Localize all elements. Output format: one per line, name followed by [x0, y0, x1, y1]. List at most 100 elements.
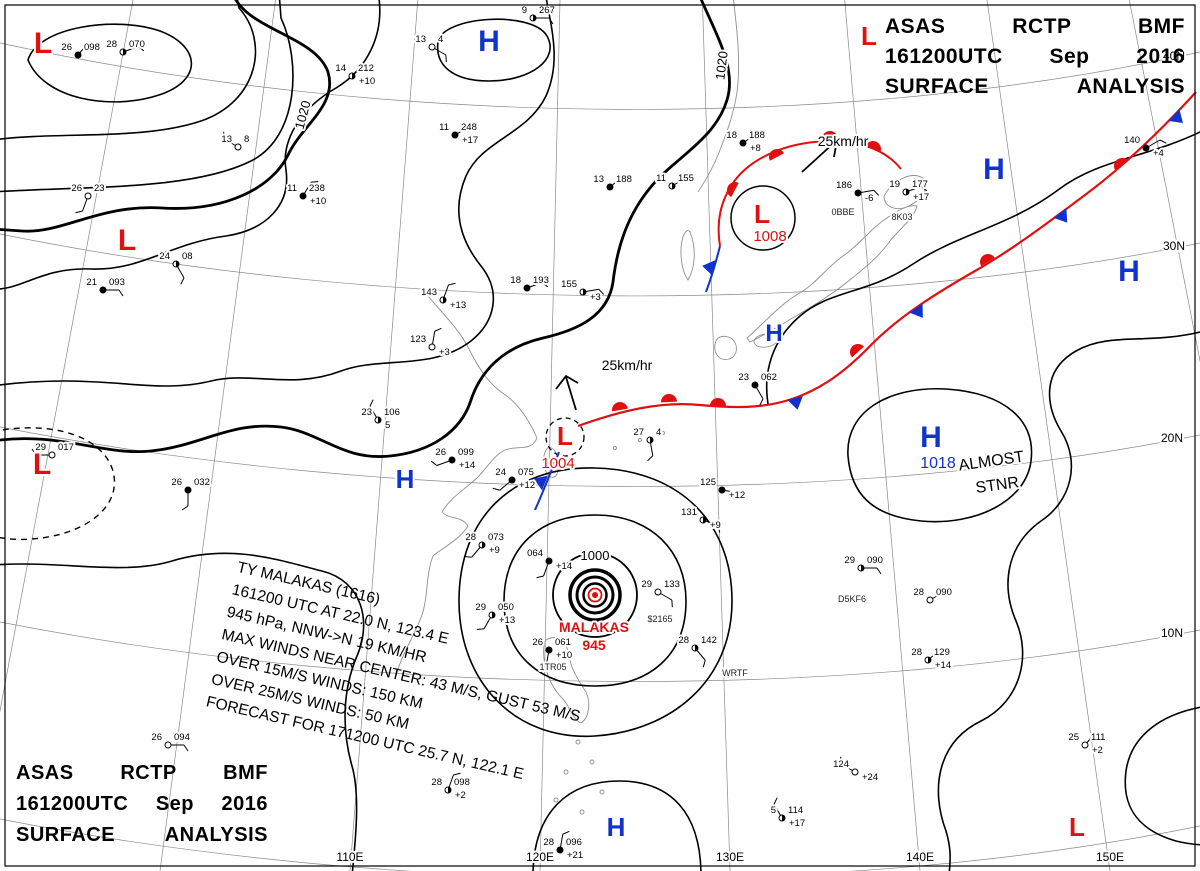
- typhoon-symbol: [568, 568, 622, 622]
- station-anno: +14: [556, 561, 572, 572]
- station-value: 017: [58, 442, 74, 453]
- station-anno: +10: [310, 196, 326, 207]
- station-value: 26: [171, 477, 182, 488]
- cloud-cover-circle: [164, 741, 172, 749]
- pressure-value-1018: 1018: [920, 455, 956, 472]
- isobar: [0, 0, 257, 140]
- high-symbol-ne: H: [983, 153, 1005, 186]
- station-anno: +17: [913, 192, 929, 203]
- station-plot: 26 099 +14: [430, 445, 477, 473]
- station-value: 188: [749, 130, 765, 141]
- station-plot: 29 133: [639, 577, 682, 608]
- station-anno: +2: [1092, 745, 1103, 756]
- map-labels: LLLLL1008L1004LHHHHHH1018HALMOSTSTNRMALA…: [31, 19, 1187, 866]
- station-value: 18: [510, 275, 521, 286]
- chart-time-line: 161200UTC Sep 2016: [885, 45, 1185, 68]
- station-value: 14: [335, 63, 346, 74]
- station-value: 050: [498, 602, 514, 613]
- isobar-closed-high-north: [436, 18, 551, 82]
- high-symbol-japan: H: [765, 320, 782, 347]
- station-id: 0BBE: [831, 207, 854, 217]
- station-value: 106: [384, 407, 400, 418]
- station-plot: 186 -6: [834, 178, 880, 206]
- station-value: 032: [194, 477, 210, 488]
- station-value: 23: [94, 183, 105, 194]
- chart-id-line: ASAS RCTP BMF: [885, 15, 1185, 38]
- low-symbol-1004: L: [557, 421, 573, 451]
- cold-front-stub-1004: [534, 451, 560, 511]
- station-value: 073: [488, 532, 504, 543]
- station-value: 098: [454, 777, 470, 788]
- motion-arrow-typhoon-front: [555, 374, 579, 411]
- coast-shikoku: [753, 333, 780, 348]
- station-value: 13: [593, 174, 604, 185]
- station-plot: 26 094: [149, 730, 192, 752]
- station-value: 114: [788, 805, 803, 816]
- pressure-value-1008: 1008: [753, 228, 786, 245]
- station-value: 188: [616, 174, 632, 185]
- high-symbol-east: H: [1118, 255, 1140, 288]
- station-value: 13: [415, 34, 426, 45]
- station-id: WRTF: [722, 668, 748, 678]
- cloud-cover-circle: [751, 381, 759, 389]
- coast-japan-honshu: [746, 205, 918, 343]
- station-value: 238: [309, 183, 325, 194]
- station-plot: 24 075 +12: [492, 465, 537, 493]
- coast-korea: [680, 230, 695, 281]
- station-plot: 13 4: [413, 32, 447, 63]
- isobar: [0, 0, 381, 290]
- chart-id-line: ASAS RCTP BMF: [16, 762, 268, 784]
- station-value: 11: [287, 183, 297, 194]
- station-plot: 18 193: [508, 273, 551, 292]
- station-value: 248: [461, 122, 477, 133]
- station-id: 8K03: [891, 212, 912, 222]
- station-plot: 24 08: [157, 249, 195, 285]
- lon-label-110e: 110E: [336, 850, 363, 864]
- station-value: 26: [532, 637, 543, 648]
- station-plot: 155 +3: [559, 277, 605, 305]
- station-plot: 26 23: [69, 181, 107, 214]
- station-anno: +12: [729, 490, 745, 501]
- station-value: 18: [726, 130, 737, 141]
- low-symbol-1008: L: [754, 199, 770, 229]
- cloud-cover-circle: [428, 43, 436, 51]
- cloud-cover-circle: [556, 846, 564, 854]
- station-plot: 14 212 +10: [333, 61, 377, 89]
- station-anno: +17: [462, 135, 478, 146]
- cloud-cover-circle: [1081, 741, 1089, 749]
- station-value: 099: [458, 447, 474, 458]
- cloud-cover-circle: [184, 486, 192, 494]
- cloud-cover-circle: [99, 286, 107, 294]
- cloud-cover-circle: [854, 189, 862, 197]
- motion-arrow-1008-low: [801, 138, 839, 173]
- station-value: 24: [159, 251, 170, 262]
- cloud-cover-circle: [448, 456, 456, 464]
- lat-label-30n: 30N: [1163, 239, 1185, 253]
- station-value: 124: [833, 759, 849, 770]
- station-plot: 25 111 +2: [1066, 730, 1107, 758]
- station-value: 28: [106, 39, 117, 50]
- station-value: 21: [86, 277, 97, 288]
- stationary-front-line: [577, 91, 1197, 428]
- cloud-cover-circle: [718, 486, 726, 494]
- station-value: 27: [633, 427, 644, 438]
- station-anno: +13: [499, 615, 515, 626]
- typhoon-pressure-label: 945: [582, 637, 606, 653]
- station-value: 094: [174, 732, 190, 743]
- coast-sakhalin: [697, 0, 740, 193]
- station-value: 24: [495, 467, 506, 478]
- station-value: 26: [435, 447, 446, 458]
- station-anno: +3: [439, 347, 450, 358]
- cloud-cover-circle: [926, 596, 934, 604]
- lat-label-40n: 40N: [1163, 49, 1185, 63]
- warm-front-line-1008: [717, 140, 902, 247]
- station-value: 26: [61, 42, 72, 53]
- station-value: 13: [221, 134, 232, 145]
- station-anno: +13: [450, 300, 466, 311]
- station-plot: 11 155: [654, 171, 696, 190]
- station-value: 5: [771, 805, 776, 816]
- isobar: [0, 0, 294, 193]
- isobar: [0, 0, 555, 387]
- station-value: 11: [656, 173, 666, 184]
